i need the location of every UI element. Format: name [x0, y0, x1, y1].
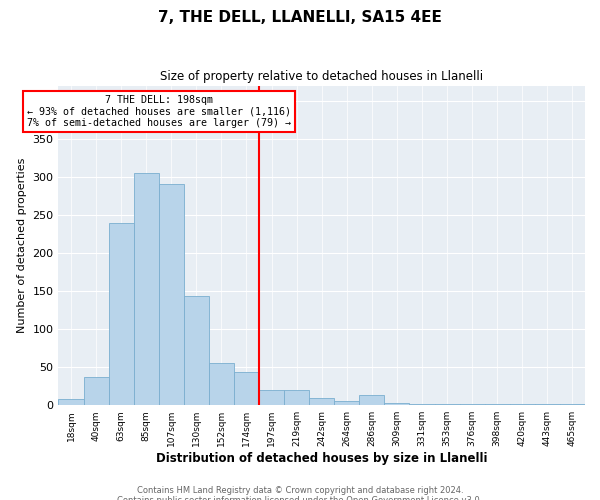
- Bar: [485, 404, 510, 405]
- Bar: [209, 364, 234, 405]
- Bar: [434, 404, 460, 405]
- Text: 7, THE DELL, LLANELLI, SA15 4EE: 7, THE DELL, LLANELLI, SA15 4EE: [158, 10, 442, 25]
- Bar: [359, 396, 385, 405]
- Bar: [259, 390, 284, 405]
- Bar: [409, 404, 434, 405]
- Text: Contains HM Land Registry data © Crown copyright and database right 2024.: Contains HM Land Registry data © Crown c…: [137, 486, 463, 495]
- Bar: [134, 173, 159, 405]
- Bar: [535, 404, 560, 405]
- Bar: [83, 377, 109, 405]
- Bar: [109, 222, 134, 405]
- Bar: [184, 296, 209, 405]
- Bar: [58, 399, 83, 405]
- Bar: [234, 372, 259, 405]
- Bar: [284, 390, 309, 405]
- Bar: [309, 398, 334, 405]
- Bar: [510, 404, 535, 405]
- Bar: [560, 404, 585, 405]
- X-axis label: Distribution of detached houses by size in Llanelli: Distribution of detached houses by size …: [156, 452, 487, 465]
- Text: Contains public sector information licensed under the Open Government Licence v3: Contains public sector information licen…: [118, 496, 482, 500]
- Text: 7 THE DELL: 198sqm
← 93% of detached houses are smaller (1,116)
7% of semi-detac: 7 THE DELL: 198sqm ← 93% of detached hou…: [27, 94, 291, 128]
- Bar: [385, 403, 409, 405]
- Bar: [159, 184, 184, 405]
- Title: Size of property relative to detached houses in Llanelli: Size of property relative to detached ho…: [160, 70, 483, 83]
- Y-axis label: Number of detached properties: Number of detached properties: [17, 158, 27, 333]
- Bar: [334, 402, 359, 405]
- Bar: [460, 404, 485, 405]
